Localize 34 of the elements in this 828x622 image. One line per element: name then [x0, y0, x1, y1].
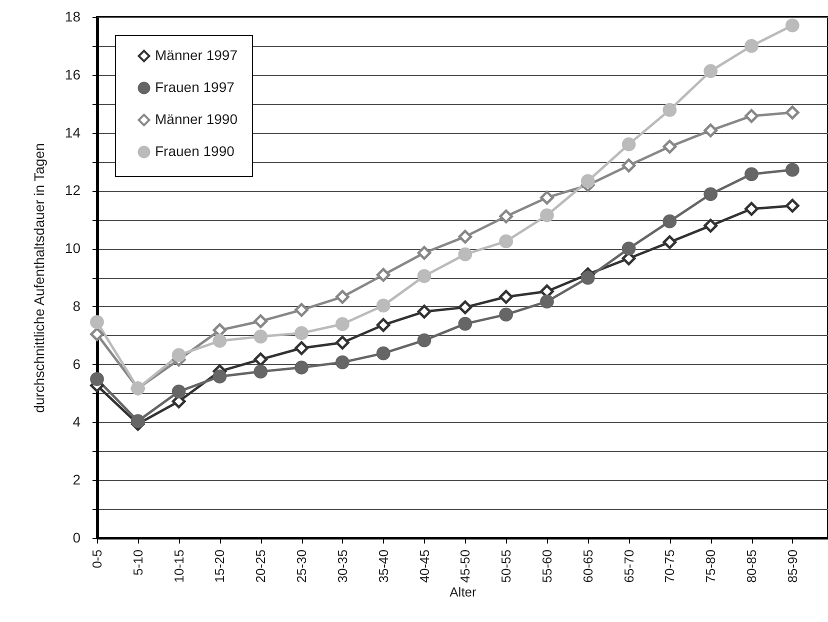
x-tick-label: 85-90	[784, 550, 800, 583]
y-axis-title: durchschnittliche Aufenthaltsdauer in Tagen	[30, 143, 47, 413]
x-tick-label: 50-55	[498, 550, 514, 583]
legend-label: Frauen 1990	[155, 143, 235, 159]
y-tick-label: 14	[64, 124, 81, 140]
x-tick-label: 45-50	[458, 550, 473, 583]
y-tick-label: 18	[64, 8, 81, 24]
y-tick-label: 8	[72, 298, 81, 314]
y-tick-label: 16	[64, 66, 81, 82]
x-tick-label: 20-25	[253, 550, 268, 583]
y-tick-label: 2	[72, 472, 81, 488]
y-tick-label: 6	[72, 356, 81, 372]
legend-label: Frauen 1997	[155, 79, 235, 95]
y-tick-label: 0	[72, 530, 81, 546]
x-tick-label: 70-75	[662, 550, 678, 583]
x-tick-label: 25-30	[294, 550, 310, 583]
x-tick-label: 55-60	[539, 550, 554, 583]
x-tick-label: 40-45	[416, 550, 432, 583]
x-tick-label: 0-5	[90, 550, 104, 568]
x-tick-label: 5-10	[130, 550, 146, 576]
x-tick-label: 30-35	[334, 550, 350, 583]
x-tick-label: 60-65	[580, 550, 596, 583]
x-tick-label: 80-85	[744, 550, 760, 583]
x-tick-label: 10-15	[171, 550, 186, 583]
x-tick-label: 35-40	[376, 550, 391, 583]
y-tick-label: 4	[72, 414, 81, 430]
x-tick-label: 65-70	[621, 550, 636, 583]
x-axis-title: Alter	[450, 584, 478, 600]
legend-label: Männer 1997	[155, 47, 238, 63]
y-tick-label: 10	[64, 240, 81, 256]
legend-label: Männer 1990	[155, 111, 238, 127]
x-tick-label: 15-20	[212, 550, 228, 583]
y-tick-label: 12	[64, 182, 81, 198]
x-tick-label: 75-80	[703, 550, 718, 583]
